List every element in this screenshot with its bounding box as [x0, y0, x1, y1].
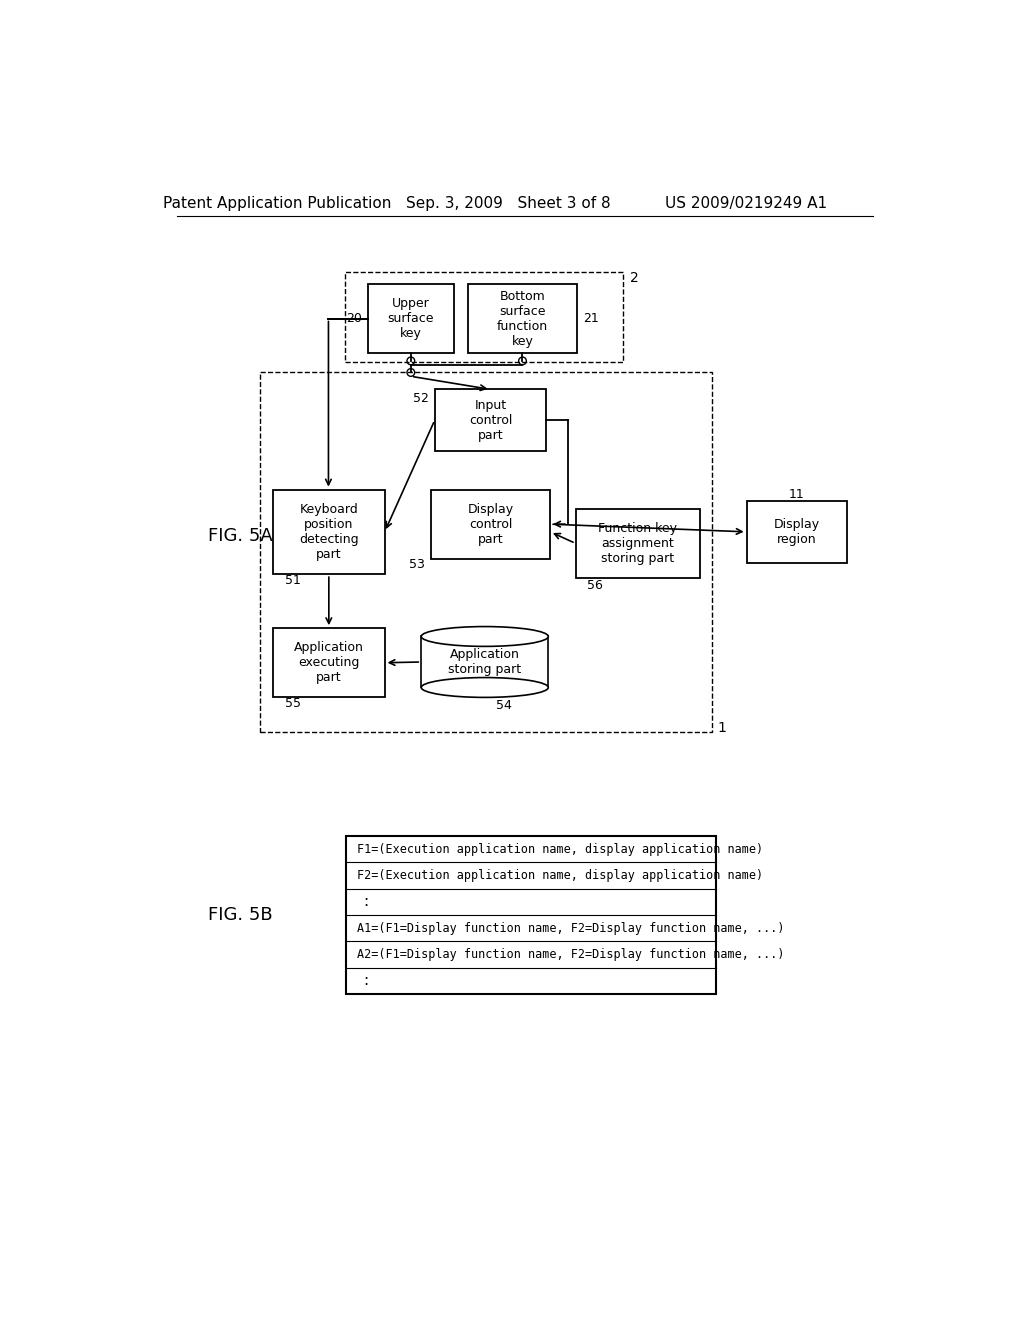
Ellipse shape [421, 677, 548, 697]
Text: 52: 52 [413, 392, 429, 405]
Text: F2=(Execution application name, display application name): F2=(Execution application name, display … [357, 869, 763, 882]
Text: Bottom
surface
function
key: Bottom surface function key [497, 289, 548, 347]
Bar [273, 628, 385, 697]
Text: :: : [364, 973, 369, 989]
Bar [468, 284, 578, 354]
Bar [346, 836, 716, 994]
Bar [273, 490, 385, 574]
Text: Display
control
part: Display control part [468, 503, 514, 545]
Text: Application
executing
part: Application executing part [294, 642, 364, 684]
Bar [260, 372, 712, 733]
Text: 53: 53 [409, 558, 425, 572]
Text: 51: 51 [285, 574, 300, 587]
Bar [575, 508, 700, 578]
Text: F1=(Execution application name, display application name): F1=(Execution application name, display … [357, 842, 763, 855]
Text: FIG. 5A: FIG. 5A [208, 527, 272, 545]
Text: 56: 56 [587, 579, 603, 593]
Bar [431, 490, 550, 558]
Text: 2: 2 [630, 271, 638, 285]
Text: FIG. 5B: FIG. 5B [208, 906, 272, 924]
Bar [435, 389, 547, 451]
Text: Upper
surface
key: Upper surface key [388, 297, 434, 341]
Text: Sep. 3, 2009   Sheet 3 of 8: Sep. 3, 2009 Sheet 3 of 8 [406, 195, 610, 211]
Text: US 2009/0219249 A1: US 2009/0219249 A1 [666, 195, 827, 211]
Text: A1=(F1=Display function name, F2=Display function name, ...): A1=(F1=Display function name, F2=Display… [357, 921, 784, 935]
Bar [746, 502, 847, 562]
Text: 11: 11 [788, 488, 805, 502]
Text: Patent Application Publication: Patent Application Publication [163, 195, 391, 211]
Text: Application
storing part: Application storing part [449, 648, 521, 676]
Bar [345, 272, 624, 363]
Text: Function key
assignment
storing part: Function key assignment storing part [598, 521, 678, 565]
Text: Input
control
part: Input control part [469, 399, 512, 442]
Text: 1: 1 [717, 721, 726, 735]
Text: 55: 55 [285, 697, 301, 710]
Text: 21: 21 [584, 312, 599, 325]
Text: Keyboard
position
detecting
part: Keyboard position detecting part [299, 503, 358, 561]
Text: :: : [364, 894, 369, 909]
Bar [368, 284, 454, 354]
Text: Display
region: Display region [773, 517, 819, 546]
Text: A2=(F1=Display function name, F2=Display function name, ...): A2=(F1=Display function name, F2=Display… [357, 948, 784, 961]
Text: 54: 54 [497, 698, 512, 711]
Ellipse shape [421, 627, 548, 647]
Text: 20: 20 [346, 312, 361, 325]
